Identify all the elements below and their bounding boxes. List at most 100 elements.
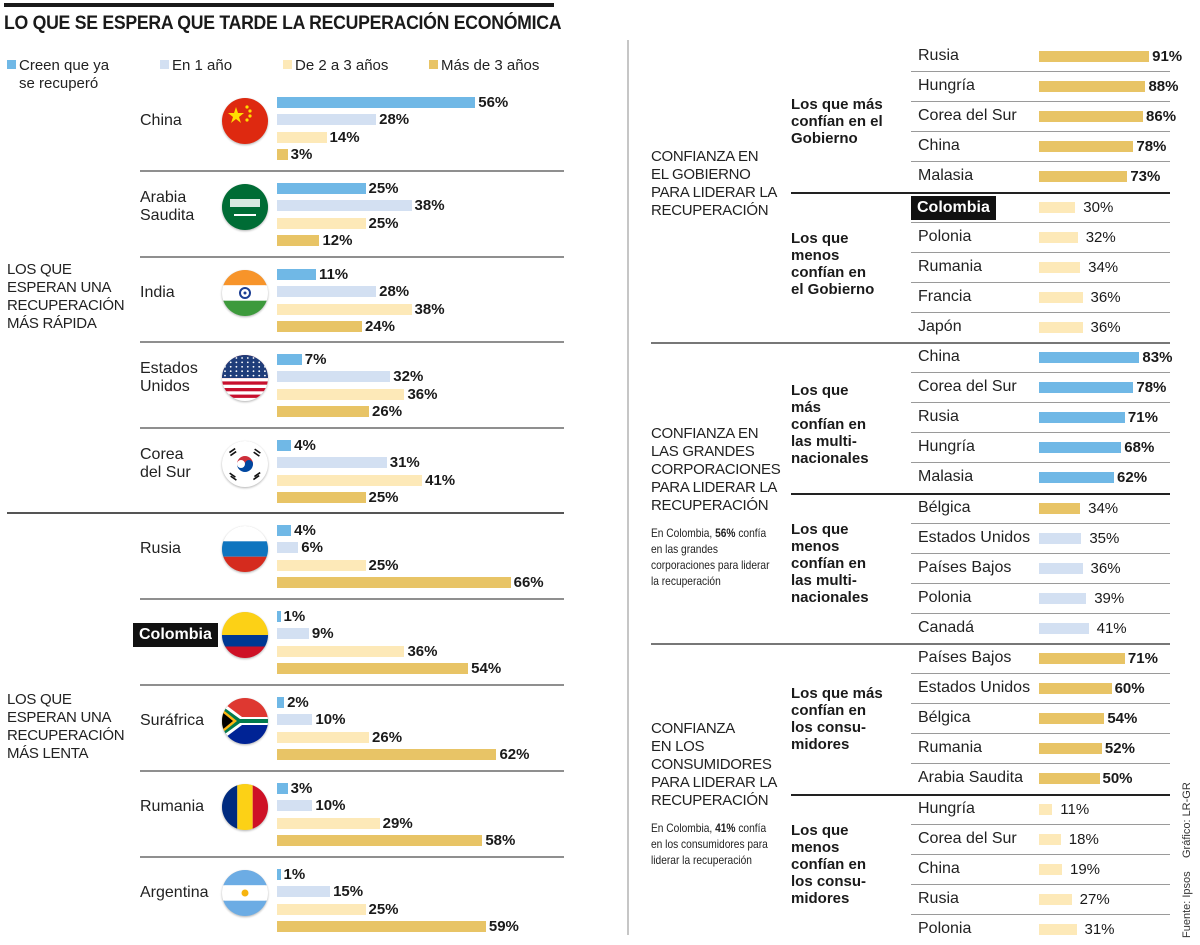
bar-value-label: 25% (368, 900, 399, 918)
country-label: Rumania (918, 257, 983, 275)
bar (1039, 412, 1125, 424)
bar (1039, 622, 1089, 634)
bar (1039, 81, 1146, 93)
country-label: Hungría (918, 438, 975, 456)
bar (1039, 321, 1083, 333)
bar (1039, 141, 1134, 153)
bar-value-label: 6% (301, 539, 323, 557)
bar-value-label: 32% (393, 368, 424, 386)
row-separator (911, 251, 1170, 253)
bar (1039, 472, 1115, 484)
row-separator (911, 913, 1170, 915)
bar-value-label: 9% (311, 625, 334, 643)
bar-value-label: 26% (372, 402, 403, 420)
south-korea-flag-icon (222, 441, 268, 487)
subgroup-label: Los que menos confían en el Gobierno (791, 230, 875, 298)
bar-recovered (277, 697, 285, 708)
bar-value-label: 27% (1079, 890, 1110, 908)
bar-value-label: 56% (478, 94, 509, 111)
bar (1039, 773, 1100, 785)
section-title: CONFIANZA EN EL GOBIERNO PARA LIDERAR LA RE… (651, 148, 778, 219)
infographic-title: LO QUE SE ESPERA QUE TARDE LA RECUPERACI… (4, 13, 562, 34)
bar-value-label: 88% (1148, 78, 1179, 96)
bar-value-label: 29% (382, 814, 413, 832)
row-separator (140, 170, 564, 172)
group-separator (7, 512, 564, 514)
country-label: Estados Unidos (918, 528, 1031, 546)
bar-value-label: 25% (368, 556, 399, 574)
row-separator (911, 552, 1170, 554)
legend-label: De 2 a 3 años (295, 57, 389, 74)
bar-value-label: 30% (1083, 198, 1114, 216)
bar (1039, 502, 1081, 514)
bar-value-label: 31% (1084, 920, 1115, 938)
legend-item-two_three: De 2 a 3 años (283, 57, 388, 75)
subgroup-separator (791, 191, 1170, 194)
group-label-slower: LOS QUE ESPERAN UNA RECUPERACIÓN MÁS LENTA (7, 691, 125, 762)
country-label: Polonia (918, 227, 972, 245)
legend-swatch-two_three (283, 60, 292, 69)
row-separator (140, 684, 564, 686)
bar-value-label: 41% (1096, 619, 1127, 637)
row-separator (140, 856, 564, 858)
country-label: Arabia Saudita (140, 189, 195, 224)
bar-recovered (277, 183, 366, 194)
subgroup-separator (791, 793, 1170, 796)
bar-two_three (277, 303, 412, 315)
legend-label: se recuperó (19, 75, 99, 92)
legend-label: Más de 3 años (441, 57, 540, 74)
bar-value-label: 68% (1124, 439, 1155, 457)
bar-value-label: 86% (1146, 108, 1177, 126)
top-rule (4, 3, 554, 7)
subgroup-label: Los que menos confían en los consu-midores (791, 822, 867, 907)
bar-recovered (277, 269, 316, 280)
bar-value-label: 26% (372, 728, 403, 746)
bar-recovered (277, 440, 292, 451)
row-separator (911, 221, 1170, 223)
bar-more_three (277, 405, 370, 417)
bar-value-label: 25% (368, 180, 399, 197)
row-separator (911, 372, 1170, 374)
bar-value-label: 7% (304, 351, 327, 368)
bar (1039, 291, 1083, 303)
row-separator (911, 522, 1170, 524)
bar-value-label: 71% (1127, 650, 1158, 667)
bar (1039, 592, 1087, 604)
country-label: China (918, 348, 960, 365)
bar-value-label: 52% (1104, 740, 1135, 758)
country-label: Francia (918, 287, 972, 305)
saudi-arabia-flag-icon (222, 184, 268, 230)
country-label: Hungría (918, 799, 975, 817)
argentina-flag-icon (222, 870, 268, 916)
country-label: Corea del Sur (918, 107, 1017, 125)
bar-more_three (277, 662, 469, 674)
bar-value-label: 36% (1090, 288, 1121, 306)
country-label: China (918, 859, 960, 877)
bar (1039, 382, 1134, 394)
bar-two_three (277, 559, 366, 571)
bar-value-label: 31% (389, 454, 420, 472)
row-separator (911, 462, 1170, 464)
bar (1039, 863, 1062, 875)
bar (1039, 683, 1112, 695)
legend-item-more_three: Más de 3 años (429, 57, 539, 75)
row-separator (140, 598, 564, 600)
legend-label: Creen que ya (19, 57, 110, 74)
bar-value-label: 91% (1152, 48, 1183, 65)
bar-value-label: 38% (414, 197, 445, 215)
bar-value-label: 60% (1114, 680, 1145, 698)
bar-one_year (277, 886, 331, 898)
bar (1039, 352, 1140, 363)
bar-value-label: 39% (1094, 589, 1125, 607)
subgroup-label: Los que más confían en los consu-midores (791, 685, 883, 753)
country-label: Estados Unidos (918, 679, 1031, 697)
bar-value-label: 66% (513, 573, 544, 591)
colombia-note: En Colombia, 56% confía en las grandes c… (651, 526, 770, 588)
bar-recovered (277, 611, 281, 622)
source-credit: Fuente: Ipsos (1181, 871, 1193, 938)
country-label: Malasia (918, 468, 974, 486)
bar-two_three (277, 903, 366, 915)
country-label: Rusia (918, 408, 959, 426)
bar-two_three (277, 388, 405, 400)
bar-two_three (277, 131, 327, 143)
